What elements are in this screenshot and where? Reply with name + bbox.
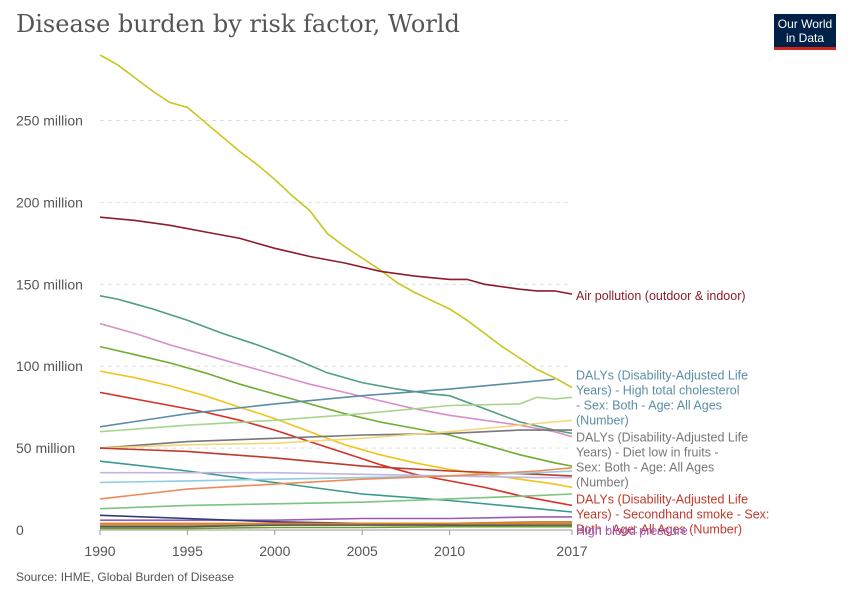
series-line[interactable] [99,378,555,428]
x-tick-label: 2005 [347,543,378,559]
series-line[interactable] [100,525,572,530]
y-tick-label: 100 million [16,358,83,374]
chart-title: Disease burden by risk factor, World [16,10,460,38]
gridlines [100,120,572,449]
y-tick-label: 200 million [16,194,83,210]
series-line[interactable] [99,467,573,500]
series-line[interactable] [100,516,572,521]
series-line[interactable] [99,396,573,433]
series-label: DALYs (Disability-Adjusted Life Years) - … [576,430,748,489]
series-label: DALYs (Disability-Adjusted Life Years) - … [576,368,748,427]
series-line[interactable] [99,493,573,510]
y-tick-label: 0 [16,522,24,538]
y-tick-label: 50 million [16,440,75,456]
series-label: Air pollution (outdoor & indoor) [576,289,746,303]
x-tick-label: 2000 [259,543,290,559]
series-line[interactable] [99,345,573,467]
x-tick-label: 1995 [172,543,203,559]
series-label: DALYs (Disability-Adjusted Life Years) - … [576,492,769,536]
y-axis: 0 50 million 100 million 150 million 200 mil… [16,113,83,538]
owid-logo[interactable]: Our World in Data [774,14,836,50]
x-tick-label: 2010 [434,543,465,559]
series-line[interactable] [99,54,573,389]
series-line[interactable] [99,295,573,435]
series-line[interactable] [100,524,572,528]
series-line[interactable] [99,419,573,449]
series-line[interactable] [99,322,573,438]
x-axis: 1990 1995 2000 2005 2010 2017 [84,529,588,559]
series-line[interactable] [99,216,573,295]
series-line[interactable] [99,460,573,513]
series-line[interactable] [99,470,573,484]
x-tick-label: 2017 [556,543,587,559]
y-tick-label: 150 million [16,276,83,292]
series-line[interactable] [99,429,572,449]
y-tick-label: 250 million [16,113,83,129]
series-lines [99,54,573,530]
source-note: Source: IHME, Global Burden of Disease [16,570,235,584]
logo-line-2: in Data [785,31,825,45]
series-labels: Air pollution (outdoor & indoor) DALYs (D… [576,289,769,538]
series-label: High blood pressure [576,524,688,538]
logo-line-1: Our World [777,17,833,31]
series-line[interactable] [100,471,572,479]
x-tick-label: 1990 [84,543,115,559]
series-line[interactable] [99,447,573,477]
series-line[interactable] [99,370,573,489]
series-line[interactable] [99,391,573,507]
